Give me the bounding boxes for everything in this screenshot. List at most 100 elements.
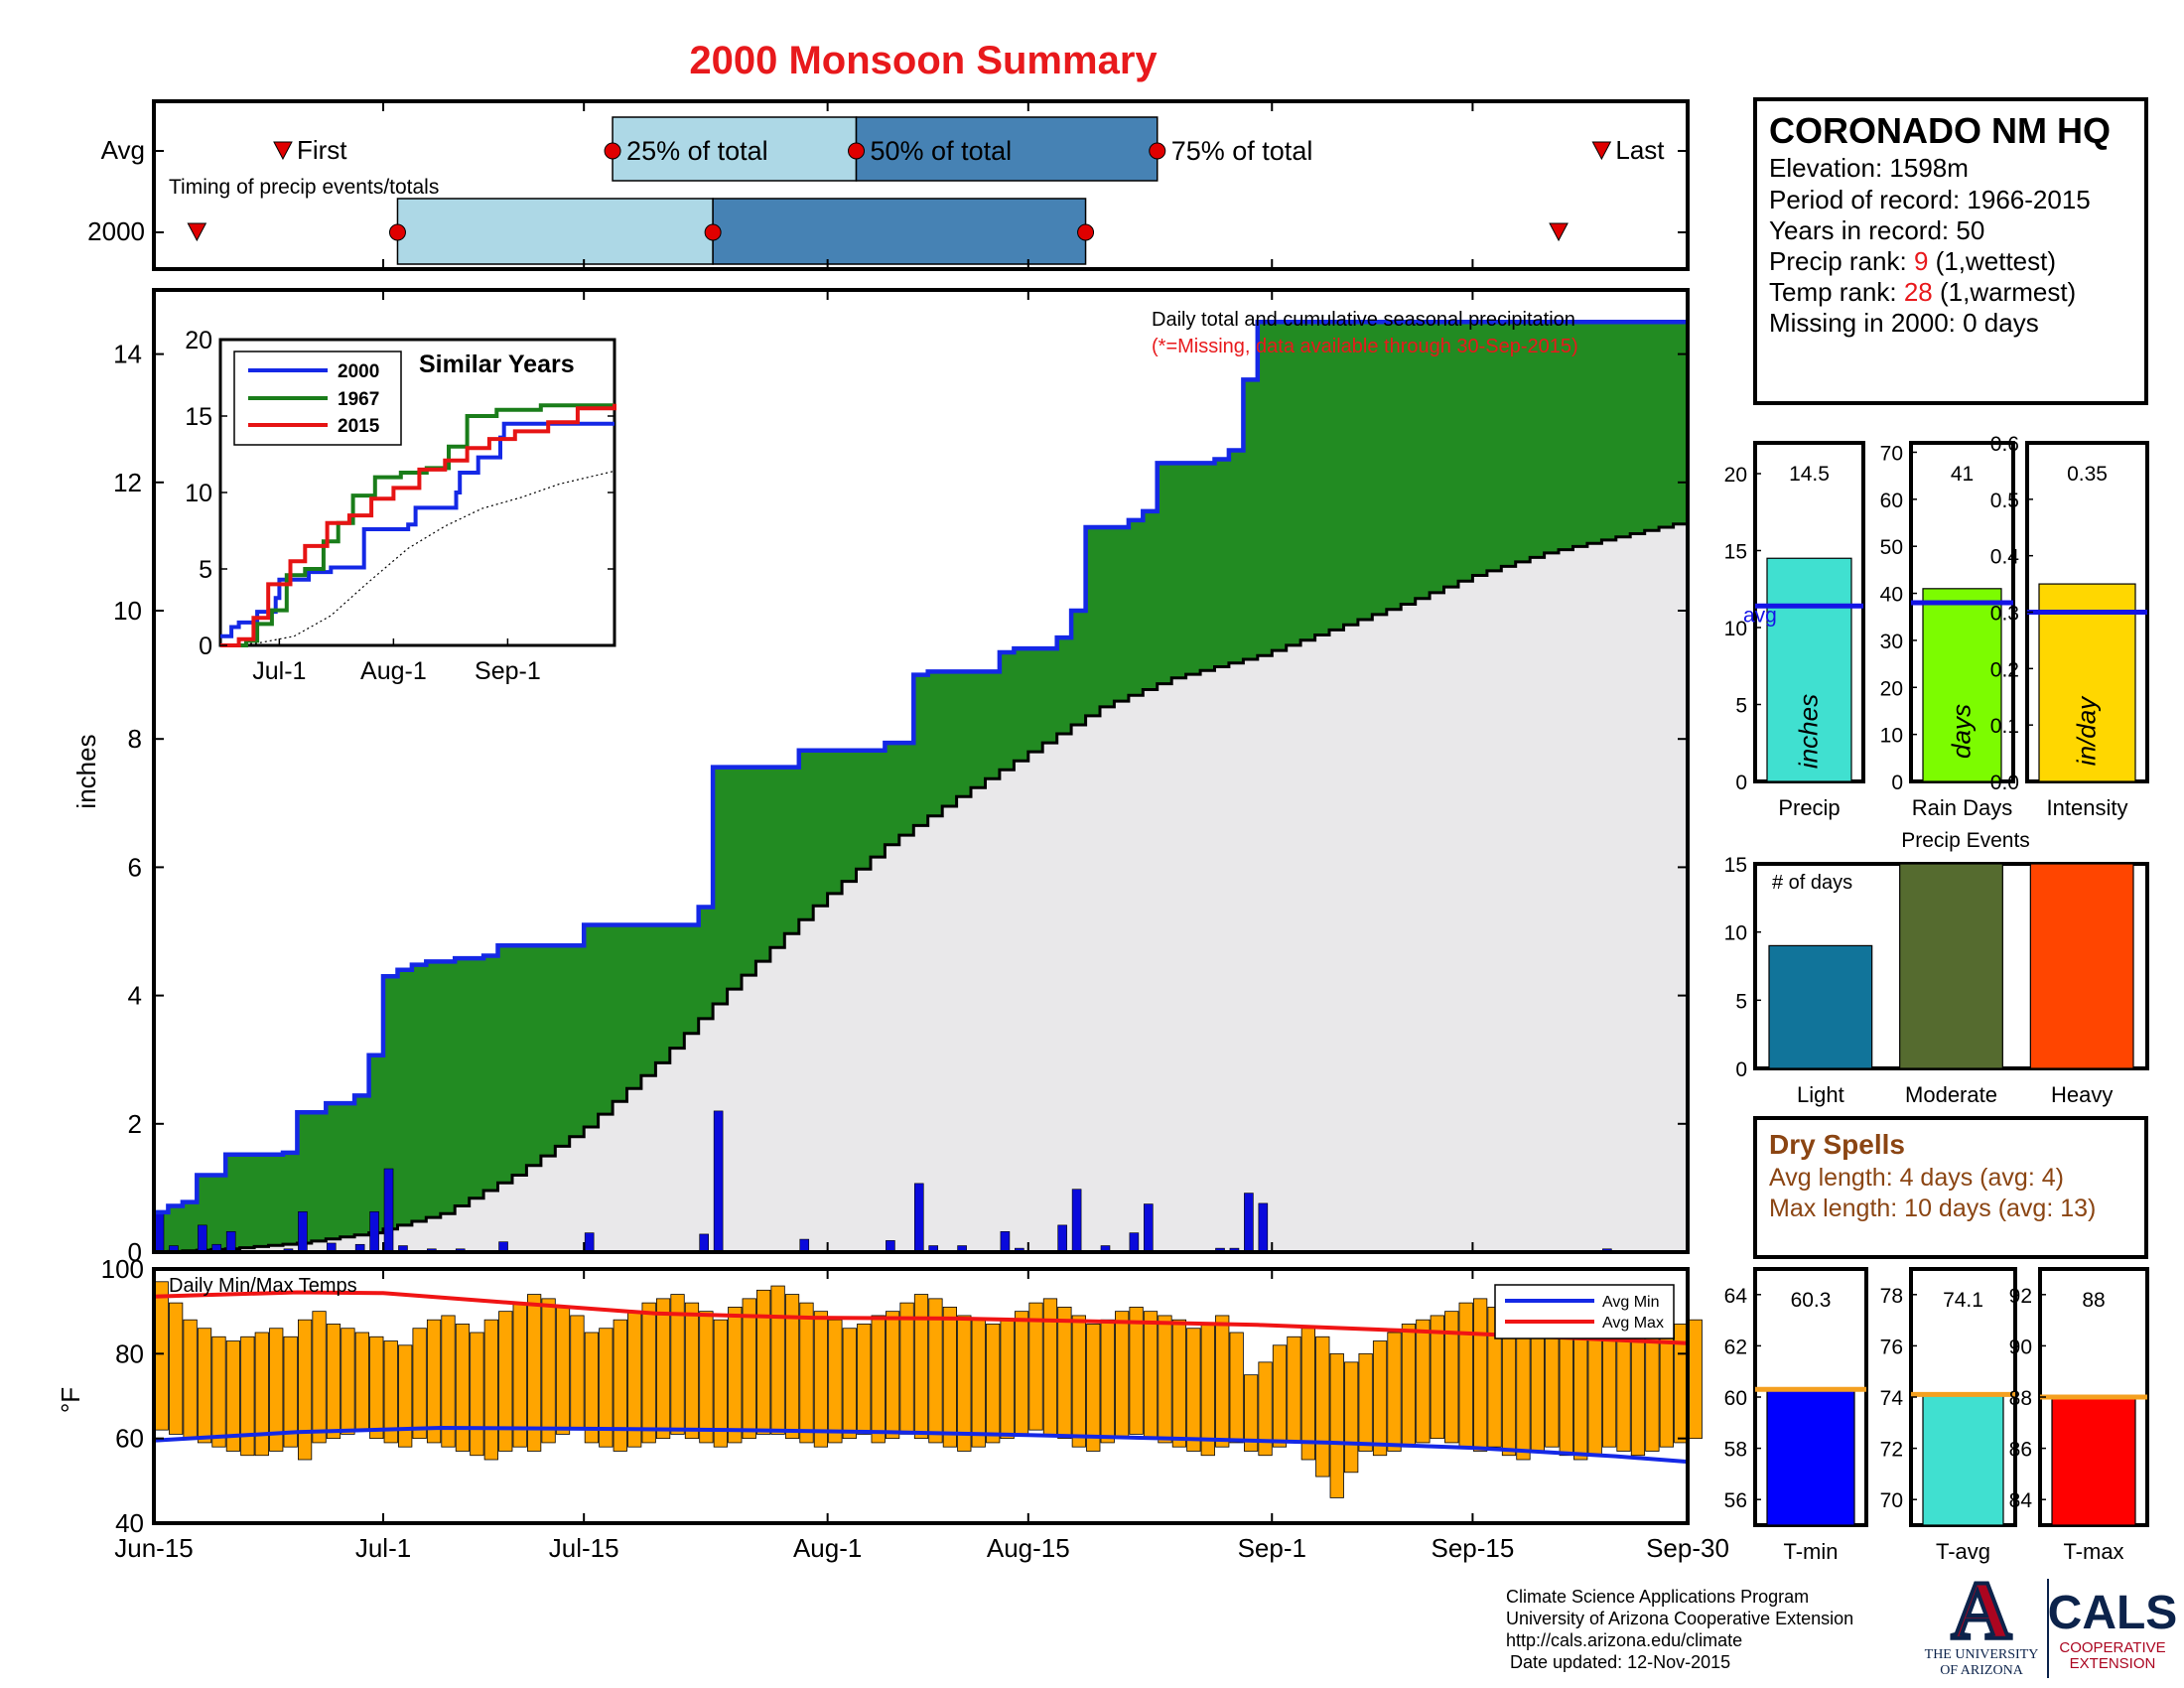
precip-summary-unit-2: in/day — [2072, 695, 2102, 766]
seasonal-surplus-area — [154, 322, 1688, 1252]
main-plot-frame — [152, 288, 1690, 1254]
station-elevation: Elevation: 1598m — [1769, 153, 1969, 183]
precip-summary-avg-label-0: avg — [1743, 604, 1777, 627]
precip-summary-y-tick-label: 0.0 — [1990, 772, 2019, 794]
university-of-arizona-logo: A THE UNIVERSITY OF ARIZONA — [1925, 1563, 2039, 1678]
average-cumulative-line — [154, 522, 1688, 1254]
temp-range-bar-76 — [1243, 1374, 1259, 1452]
inset-average-line — [219, 470, 615, 646]
average-cumulative-area — [154, 523, 1688, 1252]
temp-range-bar-49 — [857, 1324, 872, 1435]
temps-plot-frame — [152, 1267, 1690, 1525]
footer: Climate Science Applications Program Uni… — [1506, 1587, 1853, 1672]
timing-boxes — [154, 116, 1688, 265]
temp-range-bar-10 — [297, 1319, 313, 1461]
temp-summary-y-tick-label: 86 — [2009, 1439, 2032, 1462]
temps-legend-box — [1494, 1284, 1675, 1339]
precip-summary-label-2: Intensity — [2047, 795, 2128, 820]
temp-range-bar-82 — [1329, 1352, 1344, 1498]
temp-range-bar-17 — [398, 1344, 413, 1448]
temp-summary-y-tick-label: 62 — [1724, 1336, 1747, 1358]
main-y-axis: 0 2 4 6 8 10 12 14 — [113, 340, 1688, 1267]
timing-q75-label: 75% of total — [1171, 136, 1313, 166]
temp-range-bar-38 — [699, 1311, 714, 1444]
inset-legend: 2000 1967 2015 — [233, 351, 402, 446]
timing-row-year: 2000 — [87, 216, 145, 246]
date-tick-label: Jul-1 — [355, 1533, 411, 1563]
date-tick-label: Sep-30 — [1646, 1533, 1729, 1563]
temp-range-bar-30 — [584, 1332, 600, 1444]
temp-range-bar-23 — [483, 1319, 498, 1461]
temp-range-bar-60 — [1014, 1311, 1029, 1435]
temp-range-bar-1 — [169, 1302, 184, 1435]
temp-range-bar-90 — [1444, 1311, 1459, 1444]
temp-range-bar-33 — [627, 1311, 642, 1448]
quantile-marker-yr_q50 — [704, 223, 722, 241]
temp-range-bar-19 — [426, 1319, 442, 1444]
temp-range-bar-104 — [1645, 1336, 1660, 1452]
legend-label-2000: 2000 — [338, 361, 379, 382]
year-q50-q75-box — [712, 198, 1087, 265]
timing-frame — [152, 99, 1690, 271]
footer-line-1: Climate Science Applications Program — [1506, 1587, 1809, 1607]
daily-precip-bar-28 — [1129, 1232, 1140, 1253]
year-q25-q50-box — [396, 198, 714, 265]
inset-y-tick-label: 0 — [199, 633, 212, 660]
dry-spells-frame — [1753, 1116, 2148, 1259]
temp-range-bar-78 — [1272, 1344, 1288, 1448]
daily-precip-bar-26 — [1071, 1189, 1082, 1253]
daily-precip-bar-10 — [383, 1168, 394, 1253]
temp-summary-label-0: T-min — [1784, 1539, 1839, 1564]
temp-range-bar-29 — [570, 1315, 585, 1431]
inset-y-tick-label: 20 — [185, 327, 212, 354]
events-title: Precip Events — [1901, 829, 2030, 852]
temp-summary-y-tick-label: 72 — [1880, 1439, 1903, 1462]
temp-summary-y-tick-label: 70 — [1880, 1489, 1903, 1512]
temp-range-bar-64 — [1071, 1315, 1086, 1448]
legend-label-avg-min: Avg Min — [1602, 1294, 1660, 1311]
inset-series-line-2015 — [220, 403, 616, 647]
temp-range-bar-40 — [728, 1307, 743, 1444]
temp-summary-y-tick-label: 64 — [1724, 1285, 1748, 1308]
temp-range-bar-37 — [684, 1302, 700, 1440]
avg-first-marker-icon — [273, 141, 293, 161]
main-y-axis-label: inches — [71, 734, 101, 808]
station-frame — [1753, 97, 2148, 405]
events-category-label-0: Light — [1797, 1082, 1844, 1107]
temp-range-bar-92 — [1473, 1298, 1488, 1452]
precip-summary-y-tick-label: 0.5 — [1990, 490, 2019, 512]
precip-summary-y-tick-label: 0.2 — [1990, 658, 2019, 681]
temp-range-bar-56 — [957, 1315, 972, 1452]
temp-range-bar-79 — [1287, 1336, 1301, 1444]
temp-range-bar-74 — [1215, 1315, 1230, 1448]
temp-range-bar-105 — [1659, 1332, 1674, 1448]
quantile-marker-yr_q25 — [388, 223, 406, 241]
precip-summary-y-tick-label: 20 — [1724, 464, 1747, 487]
temp-range-bar-107 — [1688, 1319, 1703, 1440]
temp-range-bar-88 — [1416, 1319, 1431, 1444]
inset-y-axis: 0 5 10 15 20 Jul-1 Aug-1 Sep-1 — [185, 327, 614, 685]
date-tick-label: Aug-15 — [987, 1533, 1070, 1563]
temp-rank-value: 28 — [1904, 277, 1933, 307]
temp-summary-y-tick-label: 84 — [2009, 1489, 2033, 1512]
daily-precip-bar-17 — [713, 1110, 724, 1253]
temp-range-bar-87 — [1401, 1324, 1417, 1448]
quantile-marker-yr_q75 — [1077, 223, 1095, 241]
main-y-tick-label: 4 — [128, 981, 142, 1011]
temp-range-bar-83 — [1344, 1361, 1359, 1474]
inset-title: Similar Years — [419, 351, 575, 378]
main-y-tick-label: 0 — [128, 1237, 142, 1267]
precip-summary-bar-0 — [1766, 557, 1852, 782]
temp-range-bar-42 — [756, 1289, 771, 1435]
temp-summary-y-tick-label: 78 — [1880, 1285, 1903, 1308]
dry-spells: Dry Spells Avg length: 4 days (avg: 4) M… — [1753, 1116, 2148, 1259]
temp-range-bar-51 — [886, 1311, 900, 1440]
station-name: CORONADO NM HQ — [1769, 110, 2111, 151]
timing-row-avg: Avg — [101, 135, 145, 165]
events-category-label-2: Heavy — [2051, 1082, 2113, 1107]
temp-range-bar-35 — [655, 1298, 671, 1440]
timing-subtitle: Timing of precip events/totals — [169, 176, 439, 199]
temp-range-bar-66 — [1100, 1319, 1115, 1444]
